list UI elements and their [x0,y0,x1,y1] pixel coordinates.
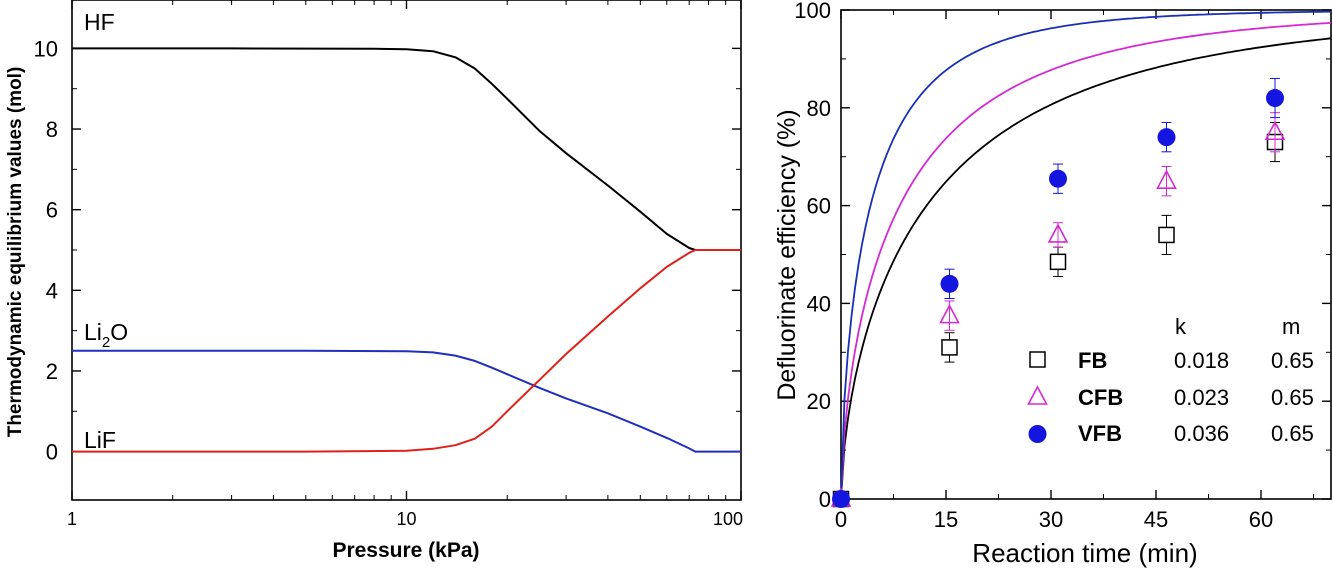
legend-marker-fb [1029,351,1046,368]
right-y-tick-label: 100 [794,0,831,23]
left-series [72,47,741,453]
left-plot-frame [71,0,742,501]
legend-header-m: m [1282,314,1300,339]
right-ticks [840,9,1331,500]
left-y-tick-label: 0 [46,440,58,465]
right-x-tick-label: 15 [934,507,958,532]
right-y-axis-label: Defluorinate efficiency (%) [773,109,801,400]
left-y-tick-label: 4 [46,278,58,303]
left-x-axis-label: Pressure (kPa) [332,539,479,562]
legend: k m FB 0.018 0.65 CFB 0.023 0.65 VFB 0.0… [1027,314,1314,446]
left-ticks [71,0,742,500]
legend-marker-cfb [1027,385,1048,405]
right-y-tick-label: 40 [807,291,831,316]
right-x-tick-label: 0 [835,507,847,532]
right-fit-curves [840,10,1332,500]
data-point-fb [941,339,958,356]
series-line-hf [72,47,741,251]
legend-name-cfb: CFB [1078,385,1123,410]
right-y-tick-label: 20 [807,389,831,414]
right-x-tick-label: 30 [1039,507,1063,532]
data-point-fb [1158,226,1175,244]
right-y-tick-label: 0 [819,487,831,512]
data-point-cfb [1264,120,1286,141]
fit-curve-vfb [840,10,1332,500]
fit-curve-fb [840,37,1332,500]
left-y-tick-label: 8 [46,117,58,142]
legend-k-fb: 0.018 [1174,348,1229,373]
data-point-cfb [1156,169,1177,189]
legend-m-cfb: 0.65 [1271,385,1314,410]
left-y-tick-label: 6 [46,198,58,223]
data-point-vfb [1157,128,1176,147]
fit-curve-cfb [840,21,1332,500]
series-label-li2o: Li2O [84,319,128,351]
right-y-tick-label: 60 [807,194,831,219]
defluorination-chart: 0 15 30 45 60 0 20 40 60 80 100 Reaction time (min… [773,0,1332,568]
equilibrium-chart: 1 10 100 0 2 4 6 8 10 Pressure (kPa) Thermodynam… [5,0,743,562]
legend-header-k: k [1175,314,1187,339]
left-x-tick-label: 1 [67,509,77,529]
series-line-lio [72,349,741,453]
legend-k-vfb: 0.036 [1174,421,1229,446]
right-x-axis-label: Reaction time (min) [972,538,1197,568]
legend-name-vfb: VFB [1078,421,1122,446]
data-point-vfb [832,490,850,508]
left-y-tick-label: 2 [46,359,58,384]
right-y-tick-label: 80 [807,96,831,121]
left-x-tick-label: 10 [396,509,416,529]
legend-marker-vfb [1028,425,1047,443]
legend-name-fb: FB [1078,348,1107,373]
series-line-lif [72,249,741,453]
legend-k-cfb: 0.023 [1174,385,1229,410]
legend-m-vfb: 0.65 [1271,421,1314,446]
left-y-axis-label: Thermodynamic equilibrium values (mol) [5,67,26,438]
left-x-tick-label: 100 [713,509,743,529]
legend-m-fb: 0.65 [1271,348,1314,373]
data-point-vfb [1266,89,1284,108]
data-point-vfb [1049,169,1067,188]
series-label-lif: LiF [84,427,116,453]
data-point-fb [1049,253,1067,271]
data-point-vfb [940,274,959,293]
left-tick-labels: 1 10 100 0 2 4 6 8 10 [34,36,743,529]
data-point-cfb [1047,223,1069,243]
right-x-tick-label: 45 [1144,507,1168,532]
data-point-cfb [939,303,960,324]
series-label-hf: HF [84,9,115,35]
right-tick-labels: 0 15 30 45 60 0 20 40 60 80 100 [794,0,1273,532]
right-x-tick-label: 60 [1249,507,1273,532]
right-data-points [830,77,1286,508]
left-y-tick-label: 10 [34,36,58,61]
